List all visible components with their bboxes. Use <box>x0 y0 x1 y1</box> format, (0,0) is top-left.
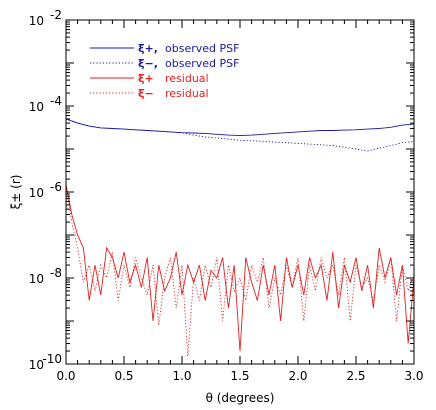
x-tick-label: 0.5 <box>114 369 133 383</box>
series-layer <box>65 118 415 357</box>
y-tick-exponent: -6 <box>50 180 62 194</box>
x-tick-label: 2.5 <box>346 369 365 383</box>
x-axis-label: θ (degrees) <box>206 391 275 405</box>
legend-symbol-2: ξ+ <box>138 72 154 85</box>
legend-label-2: residual <box>165 72 209 85</box>
y-tick-exponent: -4 <box>50 94 62 108</box>
legend-symbol-1: ξ−, <box>138 57 158 70</box>
x-tick-label: 3.0 <box>404 369 423 383</box>
y-tick-label: 10 <box>29 100 44 114</box>
legend-label-0: observed PSF <box>165 42 239 55</box>
legend-symbol-3: ξ− <box>138 87 154 100</box>
y-tick-label: 10 <box>29 186 44 200</box>
series-line-3 <box>65 184 415 357</box>
x-tick-label: 0.0 <box>56 369 75 383</box>
series-line-0 <box>65 118 415 137</box>
x-tick-label: 1.5 <box>230 369 249 383</box>
y-tick-label: 10 <box>29 272 44 286</box>
y-axis-label: ξ± (r) <box>9 175 23 210</box>
y-tick-label: 10 <box>29 14 44 28</box>
series-line-1 <box>65 118 415 152</box>
legend-label-1: observed PSF <box>165 57 239 70</box>
x-tick-label: 2.0 <box>288 369 307 383</box>
legend-label-3: residual <box>165 87 209 100</box>
y-tick-exponent: -10 <box>42 352 62 366</box>
y-tick-exponent: -8 <box>50 266 62 280</box>
y-tick-exponent: -2 <box>50 8 62 22</box>
legend-symbol-0: ξ+, <box>138 42 158 55</box>
x-tick-label: 1.0 <box>172 369 191 383</box>
y-tick-label: 10 <box>29 358 44 372</box>
series-line-2 <box>65 184 415 352</box>
x-axis-ticks: 0.0 0.5 1.0 1.5 2.0 2.5 3.0 <box>56 20 424 383</box>
legend: ξ+, observed PSF ξ−, observed PSF ξ+ residual… <box>90 42 239 100</box>
